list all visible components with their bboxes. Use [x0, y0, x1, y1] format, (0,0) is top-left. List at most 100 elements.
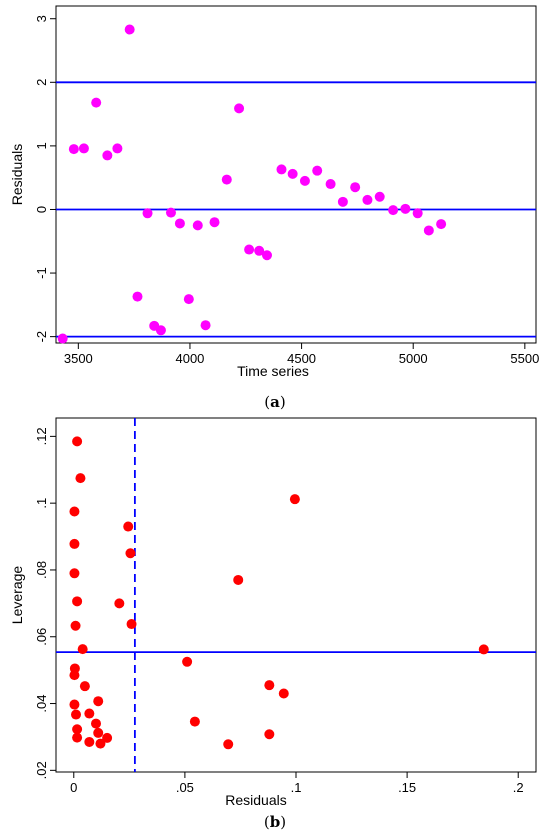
data-point [84, 736, 95, 747]
x-tick-label: .05 [176, 780, 194, 795]
x-axis-label: Time series [237, 363, 309, 379]
data-point [165, 207, 176, 218]
data-point [102, 732, 113, 743]
data-point [125, 548, 136, 559]
data-point [72, 724, 83, 735]
data-point [388, 205, 399, 216]
x-tick-label: 4000 [175, 351, 204, 366]
data-point [75, 473, 86, 484]
data-point [114, 598, 125, 609]
data-point [68, 144, 79, 155]
data-point [436, 219, 447, 230]
data-point [209, 217, 220, 228]
x-tick-label: 5000 [399, 351, 428, 366]
y-tick-label: .04 [34, 694, 49, 712]
data-point [233, 574, 244, 585]
data-point [325, 179, 336, 190]
data-point [69, 538, 80, 549]
data-point [183, 294, 194, 305]
y-tick-label: 0 [34, 206, 49, 213]
y-tick-label: .12 [34, 427, 49, 445]
data-point [78, 143, 89, 154]
data-point [123, 521, 134, 532]
data-point [223, 739, 234, 750]
y-tick-label: .1 [34, 498, 49, 509]
data-point [264, 729, 275, 740]
data-point [254, 245, 265, 256]
x-tick-label: 5500 [510, 351, 539, 366]
data-point [261, 250, 272, 261]
y-tick-label: .08 [34, 561, 49, 579]
data-point [69, 568, 80, 579]
data-point [276, 164, 287, 175]
data-point [69, 699, 80, 710]
data-point [200, 320, 211, 331]
x-tick-label: 0 [70, 780, 77, 795]
data-point [132, 291, 143, 302]
data-point [312, 165, 323, 176]
data-point [337, 196, 348, 207]
data-point [95, 738, 106, 749]
panel-caption: (b) [264, 813, 286, 831]
data-point [91, 718, 101, 729]
y-axis-label: Leverage [9, 566, 25, 625]
x-tick-label: 3500 [64, 351, 93, 366]
data-point [112, 143, 123, 154]
data-point [192, 220, 203, 231]
chart-b: .02 .04 .06 .08 .1 .12 0 .05 .1 .15 .2 Residuals Lev… [9, 417, 537, 831]
chart-a: -2 -1 0 1 2 3 3500 4000 4500 5000 5500 Time series R… [9, 5, 539, 411]
data-point [57, 333, 68, 344]
panel-caption: (a) [264, 393, 285, 411]
data-point [362, 194, 373, 205]
plot-frame [55, 417, 537, 773]
data-point [374, 191, 385, 202]
data-point [350, 182, 361, 193]
x-tick-label: .1 [291, 780, 302, 795]
data-point [72, 732, 83, 743]
data-point [79, 681, 90, 692]
data-point [234, 103, 245, 114]
y-tick-label: -1 [34, 267, 49, 279]
data-point [182, 656, 193, 667]
y-tick-label: 2 [34, 79, 49, 86]
data-point [264, 680, 275, 691]
data-point [69, 506, 80, 517]
data-point [69, 670, 80, 681]
y-tick-label: .02 [34, 761, 49, 779]
data-point [77, 644, 88, 655]
data-point [221, 174, 232, 185]
data-point [102, 150, 113, 161]
x-tick-label: .15 [398, 780, 416, 795]
data-point [124, 24, 135, 35]
data-point [84, 708, 95, 719]
data-point [174, 218, 185, 229]
data-point [423, 225, 434, 236]
data-point [72, 436, 83, 447]
data-point [93, 727, 104, 738]
data-point [289, 494, 300, 505]
data-point [400, 203, 411, 214]
data-point [244, 244, 255, 255]
data-point [126, 619, 137, 630]
x-axis-label: Residuals [225, 792, 286, 808]
data-point [478, 644, 489, 655]
plot-frame [55, 5, 537, 344]
x-tick-label: .2 [513, 780, 524, 795]
data-point [71, 709, 81, 720]
data-point [142, 208, 153, 219]
data-point [278, 688, 289, 699]
y-tick-label: .06 [34, 628, 49, 646]
data-point [412, 208, 423, 219]
data-point [93, 696, 104, 707]
x-tick-label: 4500 [287, 351, 316, 366]
data-point [155, 325, 166, 336]
y-tick-label: 3 [34, 15, 49, 22]
data-point [70, 620, 81, 631]
y-tick-label: -2 [34, 331, 49, 343]
y-axis-label: Residuals [9, 144, 25, 205]
y-tick-label: 1 [34, 142, 49, 149]
data-point [91, 97, 102, 108]
data-point [287, 168, 298, 179]
data-point [72, 596, 83, 607]
